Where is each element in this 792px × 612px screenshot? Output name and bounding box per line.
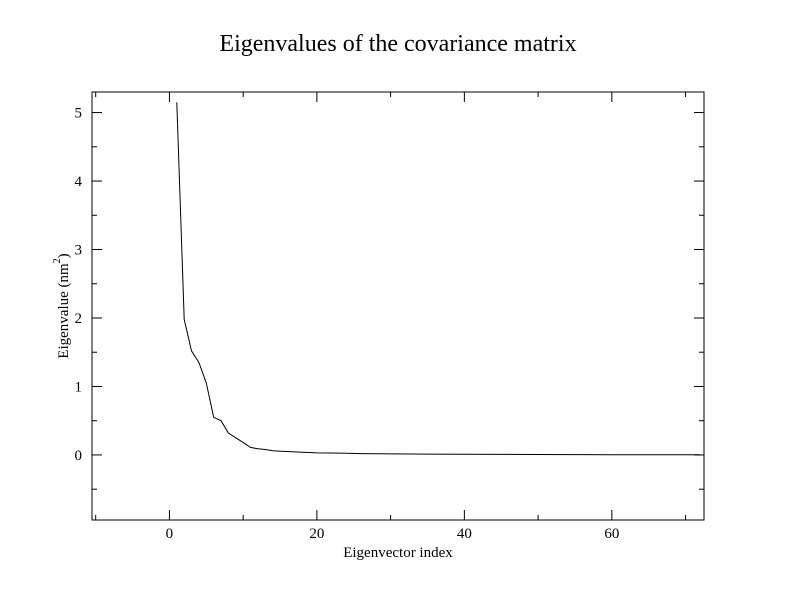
axis-ticks bbox=[92, 92, 704, 520]
y-tick-label: 0 bbox=[75, 448, 83, 464]
plot-frame bbox=[91, 91, 705, 521]
svg-text:Eigenvalue (nm2): Eigenvalue (nm2) bbox=[52, 253, 72, 358]
y-axis-label-main: Eigenvalue (nm bbox=[56, 263, 72, 359]
x-axis-label: Eigenvector index bbox=[343, 545, 453, 561]
y-tick-label: 5 bbox=[75, 106, 83, 122]
x-tick-label: 0 bbox=[166, 526, 174, 542]
y-tick-label: 3 bbox=[75, 243, 83, 259]
series-line bbox=[176, 102, 701, 456]
x-tick-label: 60 bbox=[604, 526, 619, 542]
y-axis-label-close: ) bbox=[56, 253, 72, 258]
x-tick-label: 40 bbox=[457, 526, 472, 542]
y-tick-label: 1 bbox=[75, 379, 83, 395]
y-axis-label-superscript: 2 bbox=[52, 258, 63, 263]
y-axis-label: Eigenvalue (nm2) bbox=[52, 253, 72, 358]
chart-title: Eigenvalues of the covariance matrix bbox=[219, 31, 576, 57]
axis-tick-labels: 0 20 40 60 0 1 2 3 4 5 bbox=[75, 106, 620, 542]
y-tick-label: 2 bbox=[75, 311, 83, 327]
y-tick-label: 4 bbox=[75, 174, 83, 190]
x-tick-label: 20 bbox=[309, 526, 324, 542]
